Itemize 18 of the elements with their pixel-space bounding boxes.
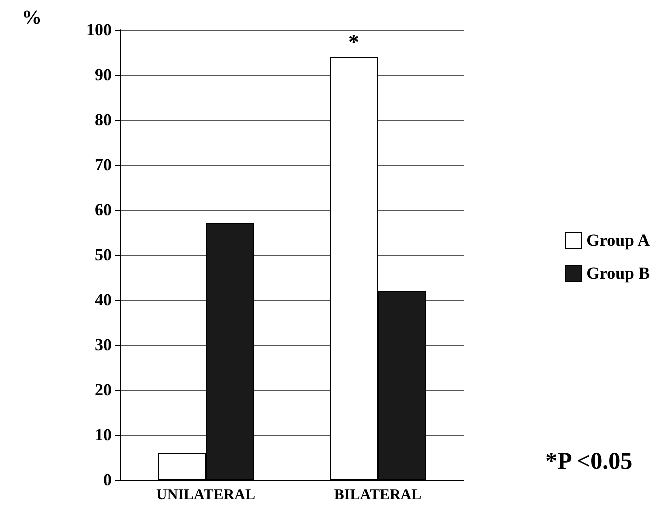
y-tick-label: 90	[95, 66, 112, 84]
y-tick-label: 10	[95, 426, 112, 444]
y-tick-label: 20	[95, 380, 112, 400]
y-tick-label: 100	[86, 20, 112, 40]
y-tick-label: 70	[95, 156, 112, 174]
y-tick-label: 60	[95, 200, 112, 220]
x-tick-label: BILATERAL	[334, 488, 422, 504]
y-tick-label: 0	[104, 470, 112, 490]
legend-label: Group A	[586, 231, 651, 250]
y-tick-label: 40	[95, 290, 112, 310]
y-tick-label: 50	[95, 246, 112, 264]
y-tick-label: 30	[95, 336, 112, 354]
annotation: *	[348, 30, 360, 54]
legend-label: Group B	[586, 264, 650, 283]
x-tick-label: UNILATERAL	[156, 488, 256, 504]
y-tick-label: 80	[95, 110, 112, 130]
y-axis-title: %	[22, 7, 42, 29]
text: *P <0.05	[546, 449, 633, 475]
